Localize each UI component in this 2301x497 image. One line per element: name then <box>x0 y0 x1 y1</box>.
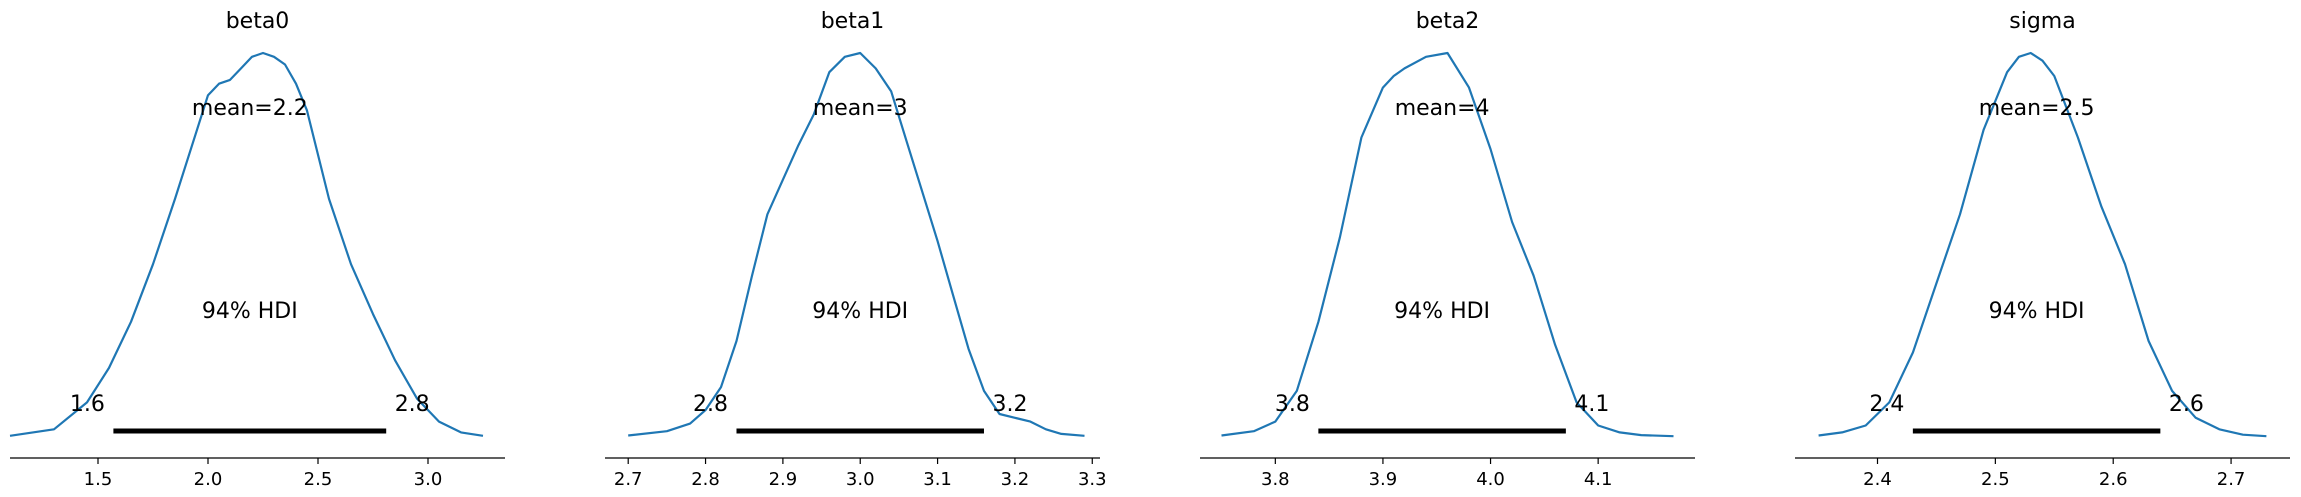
subplot-title: beta2 <box>1416 9 1480 34</box>
subplot-beta1: beta1 mean=3 94% HDI 2.8 3.2 2.7 2.8 2.9 3.0 3.1 3… <box>605 9 1107 490</box>
hdi-label: 94% HDI <box>812 299 908 324</box>
hdi-upper-label: 2.6 <box>2169 392 2204 417</box>
x-tick-label: 2.7 <box>2217 469 2246 490</box>
hdi-upper-label: 3.2 <box>992 392 1027 417</box>
x-tick-label: 2.9 <box>769 469 798 490</box>
hdi-lower-label: 2.4 <box>1869 392 1904 417</box>
hdi-lower-label: 3.8 <box>1275 392 1310 417</box>
hdi-lower-label: 1.6 <box>70 392 105 417</box>
x-tick-label: 4.0 <box>1476 469 1505 490</box>
subplot-title: beta1 <box>821 9 885 34</box>
x-tick-label: 2.5 <box>1981 469 2010 490</box>
x-tick-label: 2.0 <box>194 469 223 490</box>
subplot-beta2: beta2 mean=4 94% HDI 3.8 4.1 3.8 3.9 4.0 4.1 <box>1200 9 1695 490</box>
x-tick-label: 3.3 <box>1078 469 1107 490</box>
subplot-title: sigma <box>2009 9 2075 34</box>
hdi-label: 94% HDI <box>1394 299 1490 324</box>
density-curve <box>1221 51 1674 438</box>
hdi-upper-label: 2.8 <box>395 392 430 417</box>
mean-label: mean=3 <box>813 96 908 121</box>
x-tick-label: 3.0 <box>846 469 875 490</box>
x-tick-label: 2.5 <box>304 469 333 490</box>
mean-label: mean=2.5 <box>1979 96 2095 121</box>
x-tick-label: 3.8 <box>1261 469 1290 490</box>
x-tick-label: 2.6 <box>2099 469 2128 490</box>
subplot-title: beta0 <box>226 9 290 34</box>
mean-label: mean=2.2 <box>192 96 308 121</box>
x-tick-label: 3.1 <box>923 469 952 490</box>
x-tick-label: 1.5 <box>84 469 113 490</box>
x-tick-label: 3.0 <box>414 469 443 490</box>
hdi-label: 94% HDI <box>202 299 298 324</box>
x-tick-label: 4.1 <box>1584 469 1613 490</box>
x-tick-label: 3.9 <box>1369 469 1398 490</box>
x-tick-label: 2.8 <box>691 469 720 490</box>
density-curve <box>628 51 1085 437</box>
x-tick-label: 3.2 <box>1001 469 1030 490</box>
density-curve <box>1818 51 2267 438</box>
subplot-beta0: beta0 mean=2.2 94% HDI 1.6 2.8 1.5 2.0 2.5 3.0 <box>9 9 505 490</box>
hdi-lower-label: 2.8 <box>693 392 728 417</box>
x-tick-label: 2.4 <box>1863 469 1892 490</box>
density-curve <box>9 51 484 437</box>
hdi-label: 94% HDI <box>1989 299 2085 324</box>
x-tick-label: 2.7 <box>614 469 643 490</box>
hdi-upper-label: 4.1 <box>1574 392 1609 417</box>
subplot-sigma: sigma mean=2.5 94% HDI 2.4 2.6 2.4 2.5 2.6 2.7 <box>1795 9 2290 490</box>
mean-label: mean=4 <box>1395 96 1490 121</box>
